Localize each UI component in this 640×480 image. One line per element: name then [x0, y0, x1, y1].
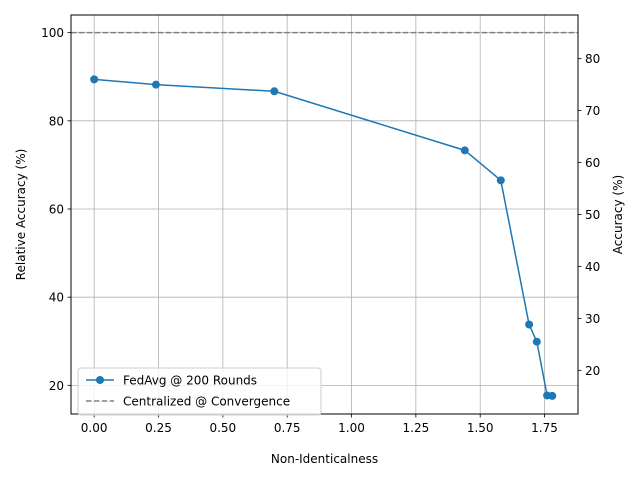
x-tick-label: 0.00	[81, 421, 108, 435]
x-tick-label: 1.50	[467, 421, 494, 435]
x-axis-label: Non-Identicalness	[271, 452, 378, 466]
y-axis-label: Relative Accuracy (%)	[14, 149, 28, 281]
y-axis-ticks: 20 40 60 80 100	[41, 26, 71, 393]
right-y-tick-label: 50	[585, 208, 600, 222]
y-tick-label: 60	[49, 202, 64, 216]
right-y-tick-label: 60	[585, 156, 600, 170]
right-y-tick-label: 30	[585, 312, 600, 326]
legend-marker-fedavg	[96, 376, 104, 384]
fedavg-data-point	[151, 80, 160, 89]
x-tick-label: 0.25	[145, 421, 172, 435]
right-y-tick-label: 40	[585, 260, 600, 274]
right-y-axis-label: Accuracy (%)	[611, 175, 625, 254]
x-tick-label: 1.25	[403, 421, 430, 435]
fedavg-data-point	[496, 176, 505, 185]
fedavg-data-point	[460, 146, 469, 155]
x-tick-label: 0.75	[274, 421, 301, 435]
legend: FedAvg @ 200 Rounds Centralized @ Conver…	[77, 367, 322, 416]
y-tick-label: 100	[41, 26, 64, 40]
fedavg-data-point	[532, 337, 541, 346]
legend-box	[77, 367, 322, 416]
x-tick-label: 1.00	[338, 421, 365, 435]
x-axis-ticks: 0.00 0.25 0.50 0.75 1.00 1.25 1.50 1.75	[81, 414, 558, 435]
series-layer	[90, 75, 557, 400]
right-y-tick-label: 80	[585, 52, 600, 66]
x-tick-label: 1.75	[531, 421, 558, 435]
fedavg-data-point	[90, 75, 99, 84]
y-tick-label: 20	[49, 379, 64, 393]
y-tick-label: 40	[49, 291, 64, 305]
right-y-tick-label: 70	[585, 104, 600, 118]
legend-label-centralized: Centralized @ Convergence	[123, 395, 290, 409]
right-y-axis-ticks: 20 30 40 50 60 70 80	[578, 52, 600, 378]
legend-label-fedavg: FedAvg @ 200 Rounds	[123, 374, 257, 388]
y-tick-label: 80	[49, 114, 64, 128]
fedavg-data-point	[548, 391, 557, 400]
x-tick-label: 0.50	[209, 421, 236, 435]
fedavg-data-point	[270, 87, 279, 96]
right-y-tick-label: 20	[585, 364, 600, 378]
fedavg-data-point	[525, 320, 534, 329]
